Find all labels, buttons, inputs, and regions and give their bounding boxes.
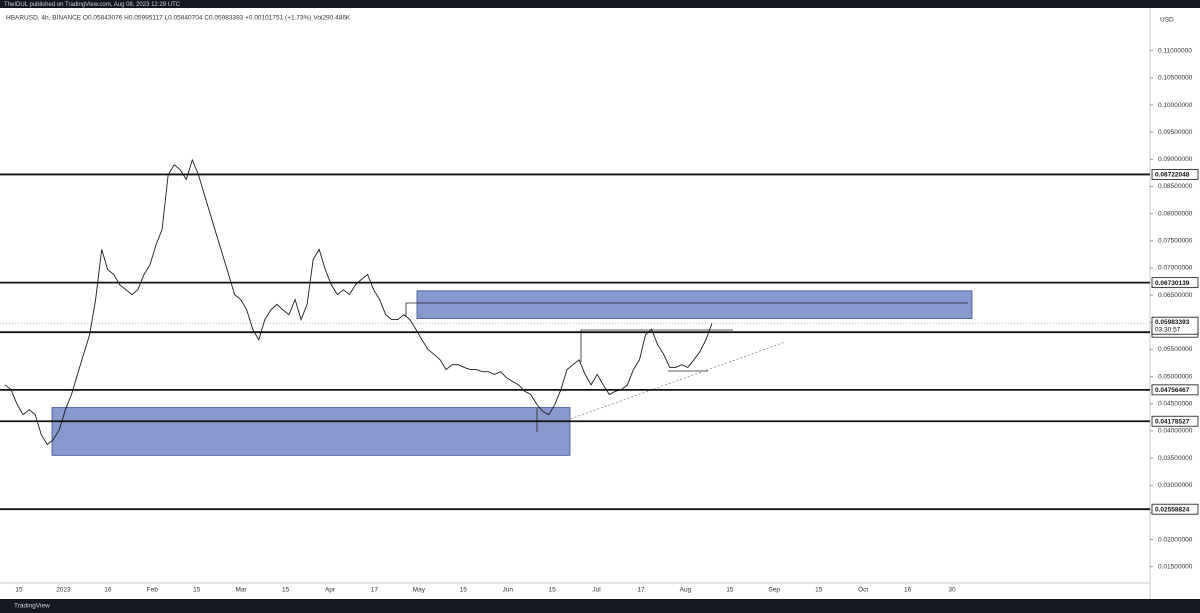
y-tick-label: 0.07500000 xyxy=(1158,238,1193,245)
x-tick-label: 17 xyxy=(637,587,645,594)
x-tick-label: Aug xyxy=(680,587,692,594)
x-tick-label: 15 xyxy=(726,587,734,594)
level-label: 0.08722048 xyxy=(1155,172,1190,179)
bottom-bar xyxy=(0,599,1200,613)
level-label-box xyxy=(1151,169,1199,180)
y-tick-label: 0.09500000 xyxy=(1158,129,1193,136)
x-tick-label: 15 xyxy=(815,587,823,594)
footer: TradingView xyxy=(14,603,50,610)
countdown: 03:30:57 xyxy=(1155,326,1181,333)
symbol-info: HBARUSD, 4h, BINANCE O0.05843076 H0.0599… xyxy=(6,15,351,22)
currency: USD xyxy=(1160,17,1174,24)
last-price-label: 0.05983393 xyxy=(1155,319,1190,326)
x-tick-label: 16 xyxy=(104,587,112,594)
level-label-box xyxy=(1151,503,1199,515)
y-tick-label: 0.03000000 xyxy=(1158,482,1193,489)
x-tick-label: May xyxy=(413,587,426,594)
x-tick-label: 30 xyxy=(948,587,956,594)
x-tick-label: 15 xyxy=(282,587,290,594)
x-tick-label: Mar xyxy=(236,587,248,594)
level-label-box xyxy=(1151,384,1199,396)
level-label: 0.04178527 xyxy=(1155,418,1190,425)
x-tick-label: Jun xyxy=(502,587,513,594)
y-tick-label: 0.11000000 xyxy=(1158,47,1192,54)
x-tick-label: Feb xyxy=(147,587,159,594)
y-tick-label: 0.04500000 xyxy=(1158,400,1193,407)
level-label: 0.04756467 xyxy=(1155,387,1190,394)
y-tick-label: 0.09000000 xyxy=(1158,156,1193,163)
x-tick-label: 2023 xyxy=(56,587,71,594)
y-tick-label: 0.08000000 xyxy=(1158,210,1193,217)
y-tick-label: 0.08500000 xyxy=(1158,183,1193,190)
y-tick-label: 0.05500000 xyxy=(1158,346,1193,353)
price-line xyxy=(4,158,713,446)
x-tick-label: Jul xyxy=(592,587,601,594)
x-tick-label: 17 xyxy=(371,587,379,594)
header: TheIDUL published on TradingView.com, Au… xyxy=(4,2,181,8)
x-tick-label: 15 xyxy=(15,587,23,594)
y-tick-label: 0.10000000 xyxy=(1158,102,1193,109)
level-label-box xyxy=(1151,277,1199,289)
y-tick-label: 0.10500000 xyxy=(1158,75,1193,82)
x-tick-label: Sep xyxy=(768,587,780,594)
y-tick-label: 0.06500000 xyxy=(1158,292,1193,299)
y-tick-label: 0.05000000 xyxy=(1158,373,1193,380)
zone xyxy=(51,407,571,456)
x-tick-label: Apr xyxy=(325,587,336,594)
y-tick-label: 0.04000000 xyxy=(1158,428,1193,435)
x-tick-label: 15 xyxy=(549,587,557,594)
zone xyxy=(416,290,973,319)
x-tick-label: 15 xyxy=(460,587,468,594)
range-line xyxy=(405,302,420,316)
y-tick-label: 0.02000000 xyxy=(1158,536,1193,543)
last-price-box xyxy=(1151,316,1199,335)
y-tick-label: 0.01500000 xyxy=(1158,563,1193,570)
top-bar xyxy=(0,0,1200,8)
x-tick-label: 15 xyxy=(193,587,201,594)
x-tick-label: 16 xyxy=(904,587,912,594)
x-tick-label: Oct xyxy=(858,587,868,594)
level-label: 0.02558824 xyxy=(1155,506,1190,513)
level-label: 0.06730139 xyxy=(1155,280,1190,287)
level-label-box xyxy=(1151,415,1199,427)
range-line xyxy=(580,329,733,362)
trend-line xyxy=(536,341,786,432)
y-tick-label: 0.07000000 xyxy=(1158,265,1193,272)
y-tick-label: 0.03500000 xyxy=(1158,455,1193,462)
